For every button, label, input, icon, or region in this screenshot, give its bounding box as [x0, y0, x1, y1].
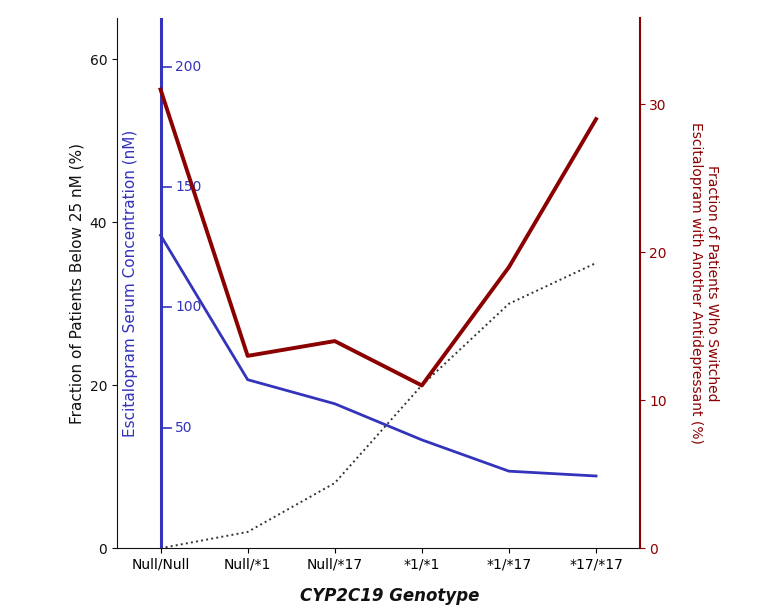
- Y-axis label: Fraction of Patients Below 25 nM (%): Fraction of Patients Below 25 nM (%): [69, 143, 84, 424]
- Text: Escitalopram Serum Concentration (nM): Escitalopram Serum Concentration (nM): [122, 130, 137, 437]
- Text: 150: 150: [176, 180, 202, 194]
- Text: 200: 200: [176, 60, 201, 74]
- Text: 100: 100: [176, 301, 202, 314]
- Text: CYP2C19 Genotype: CYP2C19 Genotype: [300, 586, 480, 604]
- Text: 50: 50: [176, 421, 193, 435]
- Y-axis label: Fraction of Patients Who Switched
Escitalopram with Another Antidepressant (%): Fraction of Patients Who Switched Escita…: [690, 123, 719, 444]
